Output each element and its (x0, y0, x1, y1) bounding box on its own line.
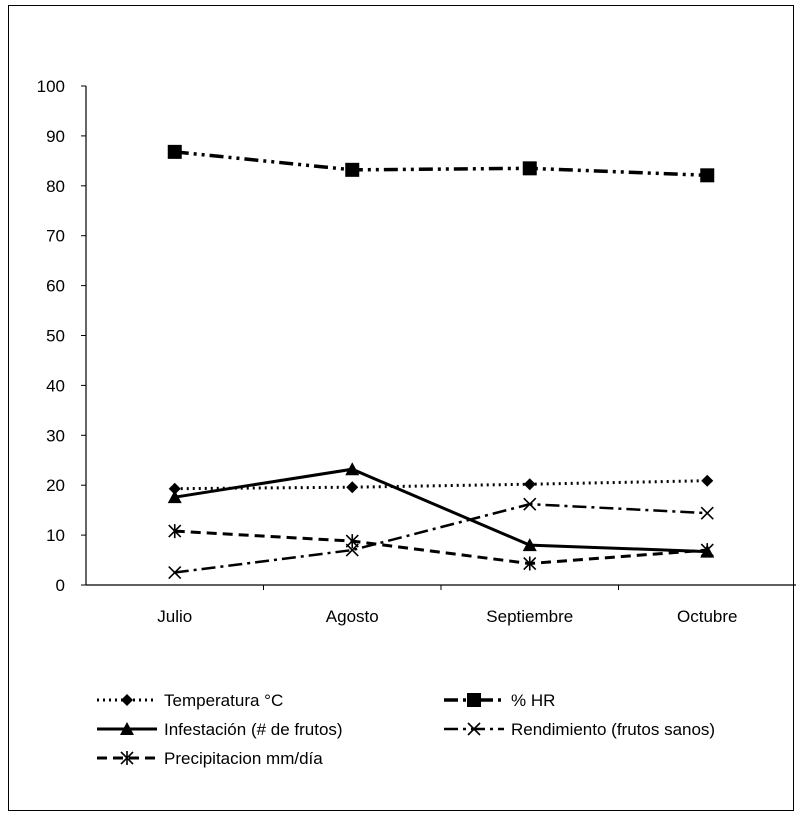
legend-item: Infestación (# de frutos) (97, 720, 343, 739)
data-point (168, 565, 182, 580)
y-tick-labels: 0 10 20 30 40 50 60 70 80 90 100 (37, 77, 65, 595)
data-point (345, 534, 359, 549)
chart-frame (8, 5, 794, 811)
series-line (174, 529, 708, 566)
x-category-label: Julio (157, 607, 192, 626)
data-point (345, 162, 360, 177)
data-point (346, 481, 359, 494)
data-point (522, 538, 537, 552)
legend-marker (120, 751, 134, 765)
data-point (523, 478, 536, 491)
series-layer (167, 144, 715, 580)
series-line (174, 467, 708, 554)
data-point (168, 482, 181, 495)
legend-marker (467, 722, 481, 736)
y-tick-label: 90 (46, 127, 65, 146)
series-4 (168, 524, 714, 571)
series-line (174, 502, 708, 574)
y-tick-label: 50 (46, 327, 65, 346)
x-category-label: Octubre (677, 607, 737, 626)
legend-item: Precipitacion mm/día (97, 749, 323, 768)
y-tick-label: 10 (46, 526, 65, 545)
data-point (701, 474, 714, 487)
legend-marker (120, 722, 134, 735)
data-point (523, 556, 537, 571)
series-0 (168, 474, 714, 495)
legend-label: % HR (511, 691, 555, 710)
legend-label: Infestación (# de frutos) (164, 720, 343, 739)
legend-item: % HR (444, 691, 555, 710)
data-point (168, 524, 182, 539)
series-1 (167, 144, 715, 183)
y-tick-label: 0 (56, 576, 65, 595)
legend: Temperatura °C % HR Infestación (# de frut… (97, 691, 715, 768)
x-category-label: Agosto (326, 607, 379, 626)
series-2 (167, 462, 715, 558)
y-tick-label: 100 (37, 77, 65, 96)
data-point (523, 497, 537, 511)
series-line (174, 150, 708, 178)
legend-marker (467, 693, 481, 707)
y-tick-label: 20 (46, 476, 65, 495)
y-tick-label: 70 (46, 227, 65, 246)
x-category-label: Septiembre (486, 607, 573, 626)
legend-marker (121, 694, 133, 706)
x-category-labels: Julio Agosto Septiembre Octubre (157, 607, 737, 626)
legend-label: Rendimiento (frutos sanos) (511, 720, 715, 739)
data-point (345, 462, 360, 476)
y-tick-label: 80 (46, 177, 65, 196)
y-tick-label: 60 (46, 277, 65, 296)
legend-label: Precipitacion mm/día (164, 749, 323, 768)
data-point (700, 543, 714, 558)
series-3 (168, 497, 714, 580)
data-point (700, 168, 715, 183)
data-point (167, 144, 182, 159)
y-tick-label: 40 (46, 376, 65, 395)
y-tick-label: 30 (46, 426, 65, 445)
axes (81, 85, 796, 590)
legend-label: Temperatura °C (164, 691, 283, 710)
data-point (700, 506, 714, 520)
data-point (167, 490, 182, 504)
legend-item: Rendimiento (frutos sanos) (444, 720, 715, 739)
data-point (522, 161, 537, 176)
legend-item: Temperatura °C (97, 691, 283, 710)
